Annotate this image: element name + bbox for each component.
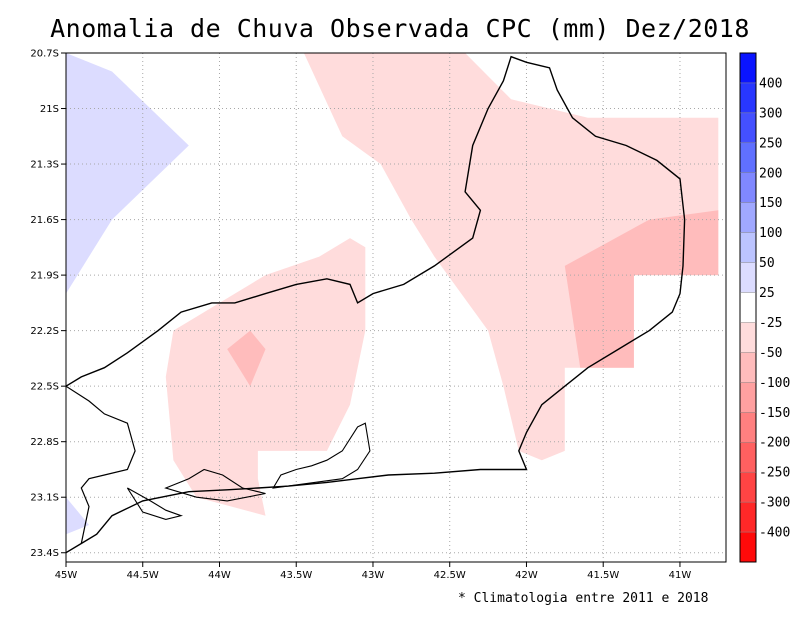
x-tick-label: 41W xyxy=(669,570,692,581)
colorbar-label: -50 xyxy=(759,346,782,361)
colorbar-swatch xyxy=(740,262,756,293)
colorbar-swatch xyxy=(740,532,756,562)
climatology-footnote: * Climatologia entre 2011 e 2018 xyxy=(458,591,709,606)
colorbar: 400 300 250 200 150 100 50 25 -25 -50 -100 -150 -200… xyxy=(739,52,790,563)
colorbar-swatch xyxy=(740,352,756,383)
y-tick-label: 23.4S xyxy=(30,548,59,559)
colorbar-swatch xyxy=(740,502,756,533)
x-tick-label: 41.5W xyxy=(587,570,619,581)
map-title: Anomalia de Chuva Observada CPC (mm) Dez… xyxy=(50,14,750,43)
y-tick-label: 20.7S xyxy=(30,49,59,60)
bay-outline xyxy=(164,468,266,502)
geography-lines xyxy=(66,55,686,554)
y-tick-label: 22.5S xyxy=(30,382,59,393)
x-tick-label: 44.5W xyxy=(127,570,159,581)
region-blue-sw xyxy=(66,497,89,535)
colorbar-label: -300 xyxy=(759,496,790,511)
coastline xyxy=(66,55,686,554)
colorbar-label: 150 xyxy=(759,196,782,211)
colorbar-label: 200 xyxy=(759,166,782,181)
region-pink-mid-spot xyxy=(227,330,266,387)
colorbar-label: -25 xyxy=(759,316,782,331)
colorbar-swatch xyxy=(740,472,756,503)
x-axis-ticks: 45W 44.5W 44W 43.5W 43W 42.5W 42W 41.5W 41W xyxy=(55,562,692,581)
plot-frame xyxy=(65,52,727,563)
colorbar-swatch xyxy=(740,232,756,263)
bay-outline xyxy=(272,422,371,489)
state-border xyxy=(66,385,136,544)
colorbar-swatch xyxy=(740,382,756,413)
colorbar-swatch xyxy=(740,172,756,203)
colorbar-swatch xyxy=(740,202,756,233)
x-tick-label: 44W xyxy=(208,570,231,581)
colorbar-label: -200 xyxy=(759,436,790,451)
y-tick-label: 22.8S xyxy=(30,437,59,448)
colorbar-swatch xyxy=(740,142,756,173)
x-tick-label: 42.5W xyxy=(434,570,466,581)
x-tick-label: 43W xyxy=(362,570,385,581)
colorbar-swatch xyxy=(740,292,756,323)
x-tick-label: 43.5W xyxy=(280,570,312,581)
anomaly-regions xyxy=(66,53,719,535)
y-tick-label: 21.6S xyxy=(30,215,59,226)
colorbar-label: -400 xyxy=(759,526,790,541)
y-tick-label: 23.1S xyxy=(30,493,59,504)
colorbar-label: -150 xyxy=(759,406,790,421)
x-tick-label: 45W xyxy=(55,570,78,581)
colorbar-label: 100 xyxy=(759,226,782,241)
colorbar-label: 50 xyxy=(759,256,775,271)
colorbar-frame xyxy=(739,52,757,563)
colorbar-label: 25 xyxy=(759,286,775,301)
colorbar-label: -100 xyxy=(759,376,790,391)
colorbar-label: 250 xyxy=(759,136,782,151)
y-tick-label: 21S xyxy=(40,104,59,115)
colorbar-swatch xyxy=(740,82,756,113)
y-tick-label: 21.3S xyxy=(30,160,59,171)
colorbar-label: 300 xyxy=(759,106,782,121)
bay-outline xyxy=(126,487,184,520)
colorbar-swatch xyxy=(740,112,756,143)
region-blue-nw xyxy=(66,53,189,294)
y-axis-ticks: 20.7S 21S 21.3S 21.6S 21.9S 22.2S 22.5S 22.8S 23… xyxy=(30,49,66,559)
colorbar-swatch xyxy=(740,53,756,83)
colorbar-swatch xyxy=(740,322,756,353)
region-pink-west xyxy=(165,238,366,516)
colorbar-swatch xyxy=(740,412,756,443)
x-tick-label: 42W xyxy=(515,570,538,581)
colorbar-label: 400 xyxy=(759,76,782,91)
colorbar-swatch xyxy=(740,442,756,473)
y-tick-label: 22.2S xyxy=(30,326,59,337)
y-tick-label: 21.9S xyxy=(30,271,59,282)
colorbar-label: -250 xyxy=(759,466,790,481)
grid-lines xyxy=(66,53,726,562)
